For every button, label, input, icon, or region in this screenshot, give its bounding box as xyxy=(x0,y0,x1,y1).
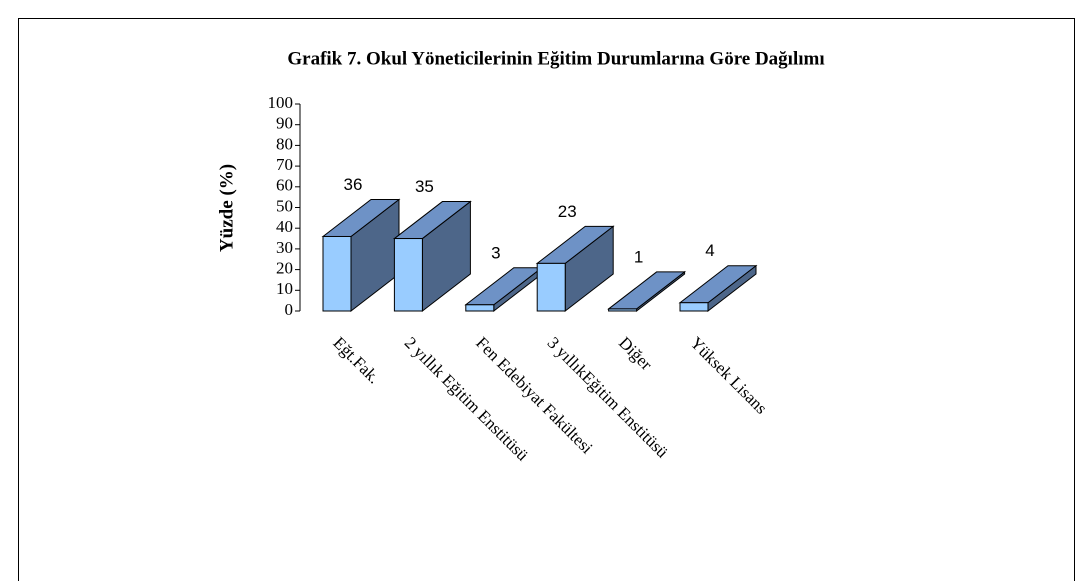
chart-title: Grafik 7. Okul Yöneticilerinin Eğitim Du… xyxy=(287,48,824,69)
value-label: 35 xyxy=(415,177,434,196)
y-tick-label: 30 xyxy=(276,238,293,257)
x-tick-label: 2 yıllık Eğitim Enstitüsü xyxy=(401,333,533,465)
y-tick-label: 40 xyxy=(276,217,293,236)
x-tick-label: Eğt.Fak. xyxy=(329,333,383,387)
y-tick-label: 20 xyxy=(276,259,293,278)
x-tick-label: Yüksek Lisans xyxy=(686,333,771,418)
y-tick-label: 90 xyxy=(276,114,293,133)
x-tick-label: Fen Edebiyat Fakültesi xyxy=(472,333,596,457)
y-tick-label: 10 xyxy=(276,279,293,298)
y-tick-label: 0 xyxy=(285,300,294,319)
bar xyxy=(393,238,423,312)
y-tick-label: 60 xyxy=(276,176,293,195)
bar xyxy=(536,262,566,312)
value-label: 4 xyxy=(705,241,714,260)
x-tick-label: 3 yıllıkEğitim Enstitüsü xyxy=(544,333,673,462)
x-tick-label: Diğer xyxy=(615,333,656,374)
value-label: 1 xyxy=(634,247,643,266)
frame xyxy=(18,18,1075,581)
bar xyxy=(322,235,352,312)
y-axis-label: Yüzde (%) xyxy=(216,164,237,252)
y-tick-label: 100 xyxy=(268,93,294,112)
y-tick-label: 80 xyxy=(276,134,293,153)
bar xyxy=(679,302,709,312)
value-label: 3 xyxy=(491,243,500,262)
bar xyxy=(608,308,638,312)
bar xyxy=(465,304,495,312)
value-label: 23 xyxy=(558,202,577,221)
value-label: 36 xyxy=(344,175,363,194)
y-tick-label: 50 xyxy=(276,196,293,215)
y-tick-label: 70 xyxy=(276,155,293,174)
